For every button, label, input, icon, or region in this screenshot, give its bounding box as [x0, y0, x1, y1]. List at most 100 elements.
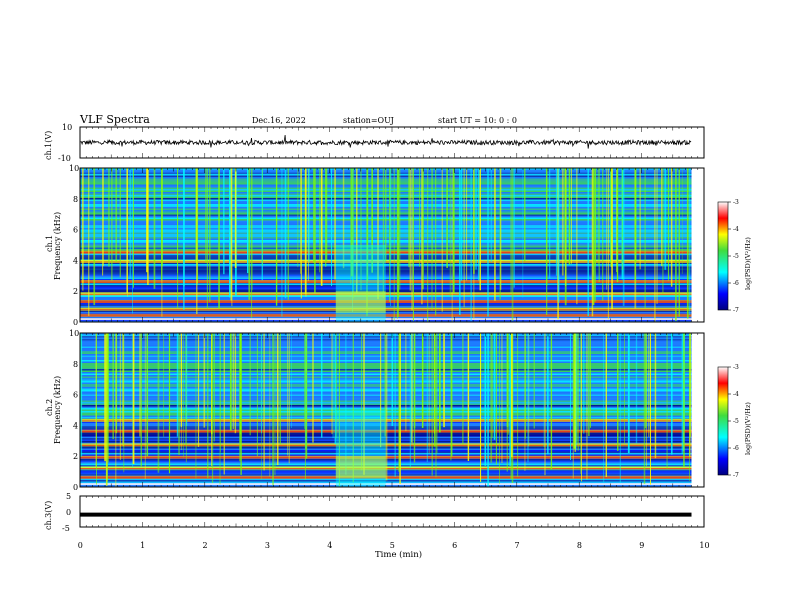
start-time-label: start UT = 10: 0 : 0 [438, 116, 517, 125]
ch2-spectrogram-burst [335, 410, 386, 487]
ch2-spectrogram-sferic [681, 333, 683, 455]
ch1-spectrogram-sferic [342, 168, 345, 269]
ch1-spectrogram-row [80, 288, 692, 290]
ch2-spectrogram-row [80, 481, 692, 484]
ch1-spectrogram-sferic [667, 168, 669, 281]
ch2-colorbar-label: log(PSD)(V²/Hz) [744, 402, 752, 455]
ch1-spectrogram-band-core [80, 309, 692, 311]
figure-title: VLF Spectra [79, 113, 150, 126]
ch1-spectrogram-sferic [591, 168, 594, 317]
ch1-spectrogram-sferic [446, 168, 448, 268]
ch2-spectrogram-sferic [263, 333, 265, 471]
ch1-spectrogram-sferic [161, 168, 163, 281]
ch2-spectrogram-sferic [107, 333, 109, 463]
ch2-spectrogram-sferic [506, 333, 508, 472]
ch1-spectrogram-sferic [390, 168, 391, 307]
ch1-spectrogram-yticks: 0 2 4 6 8 10 [69, 164, 79, 327]
ch1-spectrogram-dark-band [80, 266, 692, 272]
ch1-spectrogram-sferic [639, 168, 641, 270]
ch1-spectrogram-sferic [487, 168, 489, 317]
ch2-spectrogram-sferic [517, 333, 519, 477]
ch2-spectrogram-sferic [80, 333, 83, 457]
ch1-spectrogram-row [80, 298, 692, 301]
ch1-spectrogram-sferic [177, 168, 179, 308]
ch2-spectrogram-sferic [507, 333, 509, 435]
ch2-spectrogram-row [80, 480, 692, 482]
ch2-spectrogram-sferic [690, 333, 691, 437]
ch1-spectrogram-sferic [223, 168, 225, 275]
ch1-spectrogram-sferic [247, 168, 249, 274]
ch2-frequency-label: Frequency (kHz) [53, 376, 62, 444]
ch2-spectrogram-sferic [484, 333, 487, 466]
ch2-spectrogram-sferic [493, 333, 496, 440]
ch1-spectrogram-row [80, 283, 692, 286]
ch2-colorbar-ticks: -3 -4 -5 -6 -7 [728, 364, 739, 479]
ch1-spectrogram-sferic [549, 168, 551, 279]
ch1-spectrogram-sferic [587, 168, 589, 316]
ch1-spectrogram-sferic [331, 168, 332, 287]
ch1-ylabel: ch.1(V) [44, 131, 53, 160]
ch1-spectrogram-sferic [234, 168, 237, 268]
ch2-spectrogram-sferic [671, 333, 673, 455]
ch1-ytick-bottom: -10 [58, 154, 71, 163]
ch2-spectrogram-sferic [213, 333, 215, 442]
ch2-spectrogram-sferic [413, 333, 416, 463]
ch2-spectrogram-sferic [178, 333, 180, 455]
ch2-spectrogram-yticks: 0 2 4 6 8 10 [69, 329, 79, 492]
ch1-spectrogram-sferic [183, 168, 185, 287]
ch2-spectrogram-sferic [146, 333, 149, 456]
ch1-spectrogram-row [80, 316, 692, 319]
ch1-spectrogram-band-core [80, 293, 692, 295]
ch2-spectrogram-sferic [428, 333, 430, 454]
ch1-spectrogram-sferic [251, 168, 253, 291]
ch2-spectrogram-sferic [443, 333, 445, 428]
ch1-ytick-label: 6 [73, 226, 78, 235]
ch1-spectrogram-sferic [195, 168, 197, 263]
ch1-spectrogram-sferic [300, 168, 302, 274]
ch2-spectrogram-sferic [106, 333, 108, 486]
ch1-spectrogram-sferic [681, 168, 683, 274]
ch2-spectrogram-sferic [104, 333, 106, 462]
ch1-spectrogram-sferic [546, 168, 548, 315]
ch2-spectrogram-sferic [335, 333, 337, 439]
ch2-spectrogram-sferic [123, 333, 125, 473]
ch1-spectrogram-image [80, 168, 704, 322]
ch1-spectrogram-sferic [522, 168, 524, 298]
ch1-spectrogram-row [80, 312, 692, 314]
ch2-spectrogram-sferic [304, 333, 306, 480]
ch2-spectrogram-sferic [96, 333, 97, 485]
ch1-spectrogram-row [80, 297, 692, 299]
ch1-spectrogram-sferic [545, 168, 548, 286]
ch1-spectrogram-sferic [460, 168, 463, 281]
ch2-spectrogram-sferic [576, 333, 578, 443]
time-tick-label: 5 [390, 541, 395, 550]
time-tick-label: 8 [577, 541, 582, 550]
ch1-spectrogram-sferic [153, 168, 156, 289]
ch2-spectrogram-sferic [491, 333, 493, 438]
ch1-ytick-label: 0 [73, 318, 78, 327]
ch1-spectrogram-sferic [133, 168, 134, 288]
ch2-spectrogram-sferic [509, 333, 511, 466]
ch2-spectrogram-sferic [229, 333, 232, 431]
ch2-spectrogram-sferic [398, 333, 400, 472]
ch2-spectrogram-sferic [635, 333, 638, 444]
ch1-spectrogram-sferic [103, 168, 104, 267]
ch2-colorbar-tick-label: -7 [733, 472, 739, 479]
ch2-spectrogram-sferic [239, 333, 241, 462]
ch2-spectrogram-sferic [115, 333, 118, 434]
ch2-spectrogram-sferic [180, 333, 183, 427]
ch1-spectrogram-sferic [616, 168, 619, 283]
ch2-spectrogram-sferic [361, 333, 363, 471]
ch1-spectrogram-sferic [409, 168, 411, 291]
ch1-ytick-label: 4 [73, 256, 78, 265]
ch1-spectrogram-sferic [281, 168, 283, 317]
ch1-spectrogram-band-core [80, 315, 692, 317]
ch2-spectrogram-sferic [363, 333, 365, 475]
ch1-spectrogram-sferic [595, 168, 597, 266]
ch1-spectrogram-sferic [635, 168, 637, 263]
ch2-spectrogram-sferic [586, 333, 588, 480]
ch1-spectrogram-band-core [80, 301, 692, 303]
ch1-spectrogram-burst [335, 245, 386, 322]
ch1-spectrogram-sferic [661, 168, 663, 267]
ch2-colorbar-tick-label: -6 [733, 445, 739, 452]
